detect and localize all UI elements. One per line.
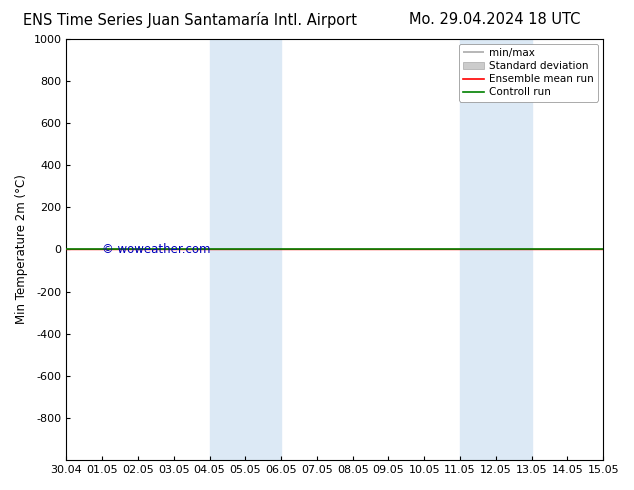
Y-axis label: Min Temperature 2m (°C): Min Temperature 2m (°C) [15, 174, 28, 324]
Bar [460, 39, 532, 460]
Text: Mo. 29.04.2024 18 UTC: Mo. 29.04.2024 18 UTC [409, 12, 580, 27]
Text: ENS Time Series Juan Santamaría Intl. Airport: ENS Time Series Juan Santamaría Intl. Ai… [23, 12, 357, 28]
Legend: min/max, Standard deviation, Ensemble mean run, Controll run: min/max, Standard deviation, Ensemble me… [459, 44, 598, 101]
Bar [210, 39, 281, 460]
Text: © woweather.com: © woweather.com [102, 243, 210, 256]
